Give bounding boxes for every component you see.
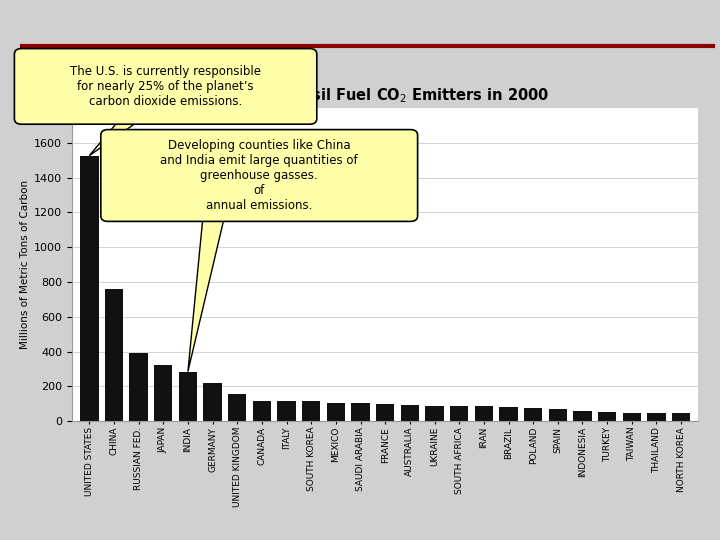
Bar: [253, 401, 271, 421]
Bar: [302, 401, 320, 421]
Y-axis label: Millions of Metric Tons of Carbon: Millions of Metric Tons of Carbon: [20, 180, 30, 349]
Bar: [228, 394, 246, 421]
Bar: [203, 383, 222, 421]
Bar: [426, 406, 444, 421]
Bar: [400, 404, 419, 421]
Bar: [647, 414, 666, 421]
Bar: [104, 289, 123, 421]
Bar: [474, 407, 493, 421]
Bar: [130, 353, 148, 421]
Bar: [623, 413, 641, 421]
Bar: [154, 364, 173, 421]
Bar: [351, 403, 370, 421]
Bar: [327, 403, 345, 421]
Bar: [598, 411, 616, 421]
Bar: [524, 408, 542, 421]
Bar: [549, 409, 567, 421]
Bar: [80, 156, 99, 421]
Bar: [376, 404, 395, 421]
Bar: [499, 407, 518, 421]
Text: The U.S. is currently responsible
for nearly 25% of the planet’s
carbon dioxide : The U.S. is currently responsible for ne…: [70, 65, 261, 108]
Bar: [450, 407, 469, 421]
Text: Developing counties like China
and India emit large quantities of
greenhouse gas: Developing counties like China and India…: [161, 139, 358, 212]
Bar: [179, 372, 197, 421]
Title: Top 25 Fossil Fuel CO$_2$ Emitters in 2000: Top 25 Fossil Fuel CO$_2$ Emitters in 20…: [222, 86, 549, 105]
Bar: [573, 411, 592, 421]
Bar: [672, 414, 690, 421]
Bar: [277, 401, 296, 421]
